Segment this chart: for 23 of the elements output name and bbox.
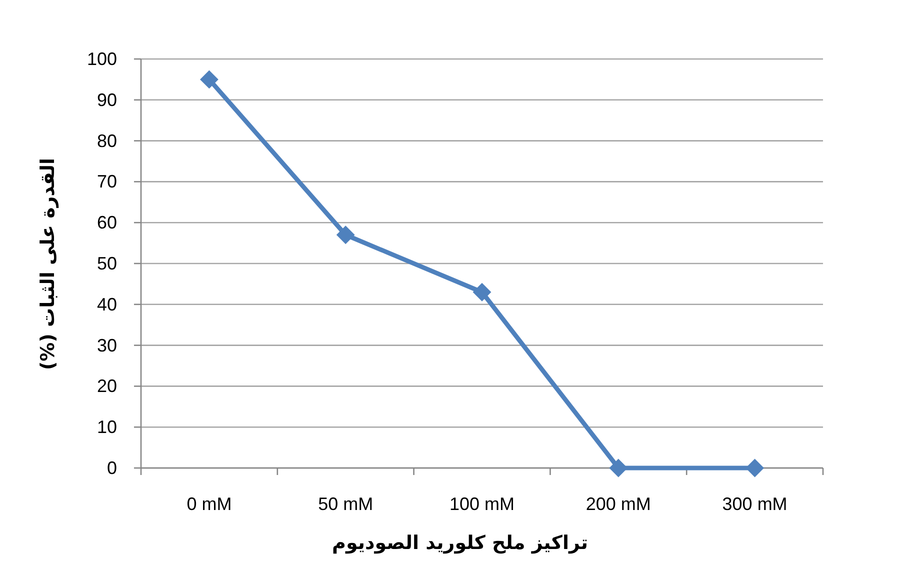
x-tick-label: 300 mM	[722, 494, 788, 514]
x-tick-label: 200 mM	[586, 494, 651, 514]
point	[746, 459, 764, 477]
y-axis-title: القدرة على الثبات (%)	[37, 158, 59, 370]
x-tick-label: 0 mM	[186, 494, 232, 514]
y-tick-label: 90	[96, 90, 117, 110]
y-tick-label: 80	[96, 130, 117, 151]
y-tick-label: 10	[96, 417, 117, 438]
x-tick-label: 50 mM	[318, 494, 374, 514]
y-tick-label: 50	[96, 254, 117, 274]
y-tick-label: 0	[106, 458, 117, 478]
y-tick-label: 70	[96, 172, 117, 192]
y-tick-label: 100	[86, 49, 117, 69]
y-tick-label: 40	[96, 294, 117, 314]
point	[336, 226, 355, 244]
point	[200, 70, 218, 88]
x-axis-title: تراكيز ملح كلوريد الصوديوم	[332, 532, 588, 554]
x-tick-label: 100 mM	[449, 494, 515, 514]
point	[473, 283, 491, 302]
y-tick-label: 60	[96, 212, 117, 233]
y-tick-label: 20	[96, 376, 117, 396]
point	[609, 459, 628, 477]
y-tick-label: 30	[96, 335, 117, 356]
